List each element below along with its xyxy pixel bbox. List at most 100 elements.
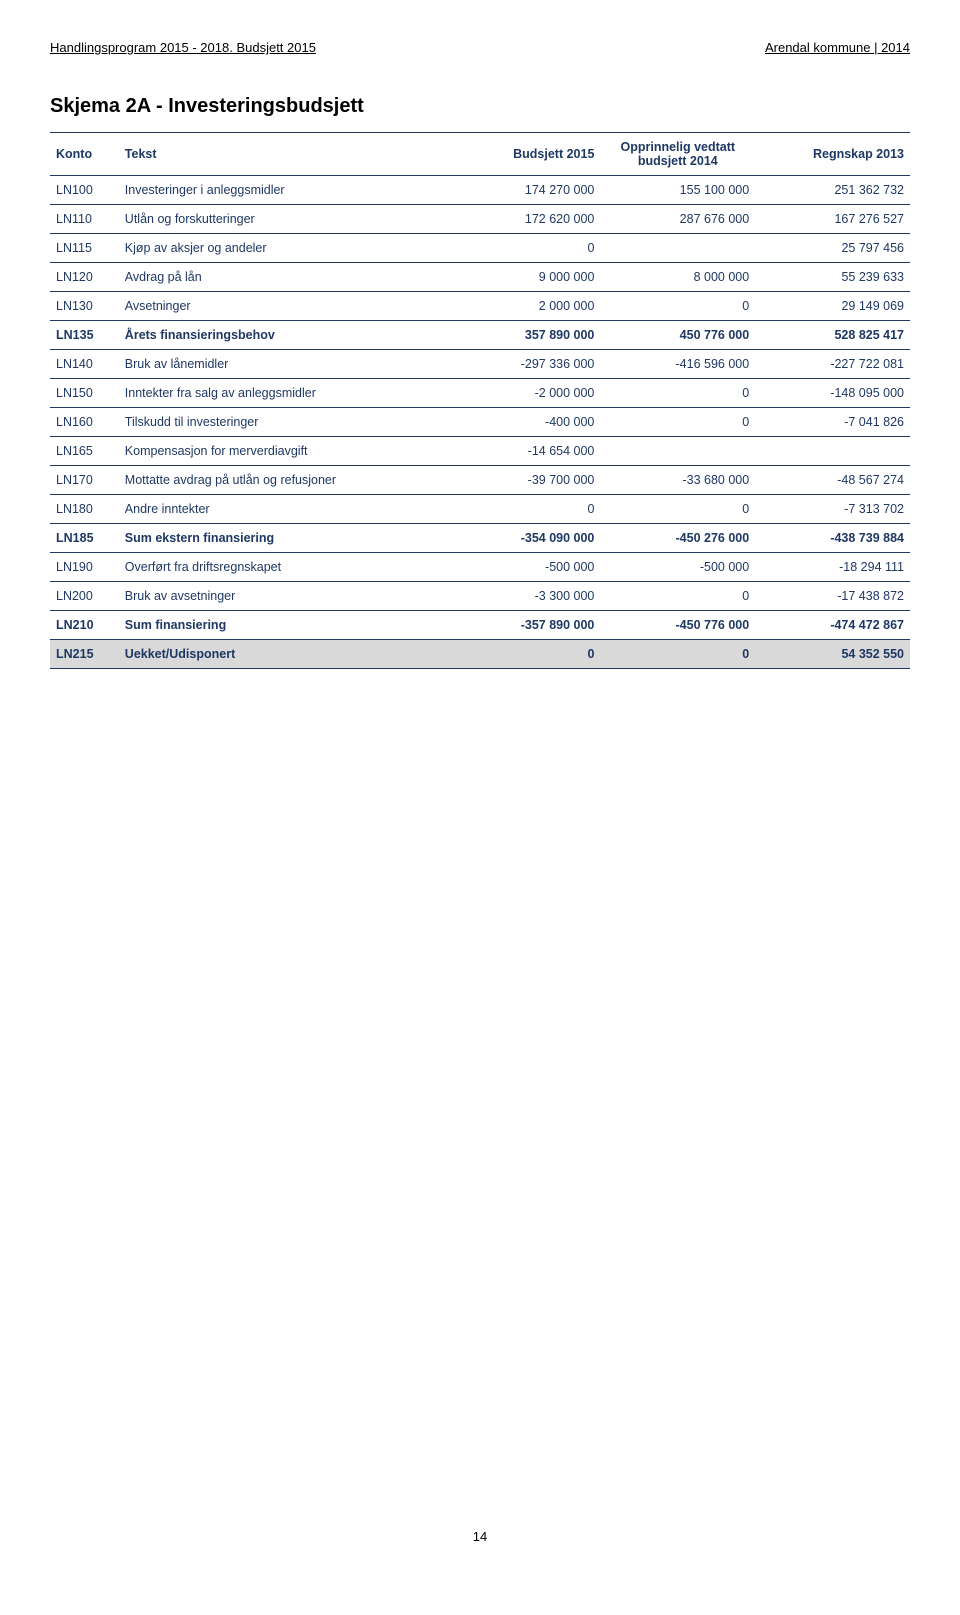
cell-opprinnelig: 287 676 000 — [600, 205, 755, 234]
cell-tekst: Utlån og forskutteringer — [119, 205, 446, 234]
cell-konto: LN115 — [50, 234, 119, 263]
cell-regnskap: -7 313 702 — [755, 495, 910, 524]
cell-opprinnelig: -416 596 000 — [600, 350, 755, 379]
cell-regnskap: -474 472 867 — [755, 611, 910, 640]
cell-konto: LN100 — [50, 176, 119, 205]
cell-konto: LN160 — [50, 408, 119, 437]
table-row: LN185Sum ekstern finansiering-354 090 00… — [50, 524, 910, 553]
cell-opprinnelig: -450 276 000 — [600, 524, 755, 553]
cell-regnskap: 54 352 550 — [755, 640, 910, 669]
cell-opprinnelig: 0 — [600, 582, 755, 611]
page-number: 14 — [50, 1529, 910, 1544]
table-row: LN100Investeringer i anleggsmidler174 27… — [50, 176, 910, 205]
cell-regnskap: -48 567 274 — [755, 466, 910, 495]
cell-tekst: Sum finansiering — [119, 611, 446, 640]
cell-budsjett: -14 654 000 — [446, 437, 601, 466]
cell-opprinnelig: 0 — [600, 640, 755, 669]
cell-budsjett: 9 000 000 — [446, 263, 601, 292]
cell-tekst: Uekket/Udisponert — [119, 640, 446, 669]
cell-budsjett: -297 336 000 — [446, 350, 601, 379]
cell-regnskap: 167 276 527 — [755, 205, 910, 234]
cell-regnskap: -438 739 884 — [755, 524, 910, 553]
cell-konto: LN190 — [50, 553, 119, 582]
table-row: LN180Andre inntekter00-7 313 702 — [50, 495, 910, 524]
table-row: LN110Utlån og forskutteringer172 620 000… — [50, 205, 910, 234]
cell-tekst: Årets finansieringsbehov — [119, 321, 446, 350]
cell-regnskap: 25 797 456 — [755, 234, 910, 263]
cell-opprinnelig — [600, 437, 755, 466]
cell-budsjett: 357 890 000 — [446, 321, 601, 350]
cell-opprinnelig: -450 776 000 — [600, 611, 755, 640]
table-row: LN200Bruk av avsetninger-3 300 0000-17 4… — [50, 582, 910, 611]
cell-regnskap: -17 438 872 — [755, 582, 910, 611]
table-row: LN140Bruk av lånemidler-297 336 000-416 … — [50, 350, 910, 379]
cell-konto: LN135 — [50, 321, 119, 350]
cell-tekst: Avdrag på lån — [119, 263, 446, 292]
cell-regnskap: -148 095 000 — [755, 379, 910, 408]
col-opprinnelig-header: Opprinnelig vedtatt budsjett 2014 — [600, 133, 755, 176]
cell-tekst: Kjøp av aksjer og andeler — [119, 234, 446, 263]
cell-budsjett: -357 890 000 — [446, 611, 601, 640]
cell-budsjett: 0 — [446, 640, 601, 669]
table-row: LN170Mottatte avdrag på utlån og refusjo… — [50, 466, 910, 495]
cell-konto: LN150 — [50, 379, 119, 408]
cell-regnskap: -18 294 111 — [755, 553, 910, 582]
cell-budsjett: 172 620 000 — [446, 205, 601, 234]
cell-konto: LN180 — [50, 495, 119, 524]
cell-tekst: Bruk av avsetninger — [119, 582, 446, 611]
cell-regnskap: -227 722 081 — [755, 350, 910, 379]
cell-konto: LN185 — [50, 524, 119, 553]
table-row: LN215Uekket/Udisponert0054 352 550 — [50, 640, 910, 669]
cell-budsjett: -400 000 — [446, 408, 601, 437]
cell-opprinnelig: 155 100 000 — [600, 176, 755, 205]
cell-konto: LN130 — [50, 292, 119, 321]
cell-budsjett: -39 700 000 — [446, 466, 601, 495]
cell-regnskap: 55 239 633 — [755, 263, 910, 292]
page-container: Handlingsprogram 2015 - 2018. Budsjett 2… — [0, 0, 960, 1574]
cell-tekst: Sum ekstern finansiering — [119, 524, 446, 553]
col-regnskap-header: Regnskap 2013 — [755, 133, 910, 176]
table-row: LN135Årets finansieringsbehov357 890 000… — [50, 321, 910, 350]
table-row: LN210Sum finansiering-357 890 000-450 77… — [50, 611, 910, 640]
cell-tekst: Mottatte avdrag på utlån og refusjoner — [119, 466, 446, 495]
cell-konto: LN110 — [50, 205, 119, 234]
cell-regnskap: 251 362 732 — [755, 176, 910, 205]
cell-budsjett: 0 — [446, 234, 601, 263]
cell-budsjett: -3 300 000 — [446, 582, 601, 611]
table-row: LN115Kjøp av aksjer og andeler0 25 797 45… — [50, 234, 910, 263]
cell-budsjett: 0 — [446, 495, 601, 524]
header-left: Handlingsprogram 2015 - 2018. Budsjett 2… — [50, 40, 316, 55]
cell-tekst: Overført fra driftsregnskapet — [119, 553, 446, 582]
table-row: LN130Avsetninger2 000 000029 149 069 — [50, 292, 910, 321]
cell-regnskap: -7 041 826 — [755, 408, 910, 437]
cell-konto: LN200 — [50, 582, 119, 611]
cell-regnskap: 29 149 069 — [755, 292, 910, 321]
cell-tekst: Avsetninger — [119, 292, 446, 321]
cell-opprinnelig: 0 — [600, 495, 755, 524]
cell-opprinnelig: 8 000 000 — [600, 263, 755, 292]
cell-tekst: Investeringer i anleggsmidler — [119, 176, 446, 205]
section-title: Skjema 2A - Investeringsbudsjett — [50, 95, 910, 118]
col-tekst-header: Tekst — [119, 133, 446, 176]
cell-opprinnelig: 0 — [600, 408, 755, 437]
cell-tekst: Tilskudd til investeringer — [119, 408, 446, 437]
table-header-row: Konto Tekst Budsjett 2015 Opprinnelig ve… — [50, 133, 910, 176]
cell-budsjett: -500 000 — [446, 553, 601, 582]
cell-konto: LN215 — [50, 640, 119, 669]
cell-opprinnelig: -33 680 000 — [600, 466, 755, 495]
cell-regnskap: 528 825 417 — [755, 321, 910, 350]
table-body: LN100Investeringer i anleggsmidler174 27… — [50, 176, 910, 669]
cell-konto: LN170 — [50, 466, 119, 495]
cell-opprinnelig — [600, 234, 755, 263]
cell-konto: LN120 — [50, 263, 119, 292]
header-right: Arendal kommune | 2014 — [765, 40, 910, 55]
page-header: Handlingsprogram 2015 - 2018. Budsjett 2… — [50, 40, 910, 55]
cell-tekst: Bruk av lånemidler — [119, 350, 446, 379]
table-row: LN150Inntekter fra salg av anleggsmidler… — [50, 379, 910, 408]
cell-opprinnelig: 450 776 000 — [600, 321, 755, 350]
cell-konto: LN165 — [50, 437, 119, 466]
cell-tekst: Kompensasjon for merverdiavgift — [119, 437, 446, 466]
cell-opprinnelig: -500 000 — [600, 553, 755, 582]
cell-regnskap — [755, 437, 910, 466]
cell-budsjett: -354 090 000 — [446, 524, 601, 553]
